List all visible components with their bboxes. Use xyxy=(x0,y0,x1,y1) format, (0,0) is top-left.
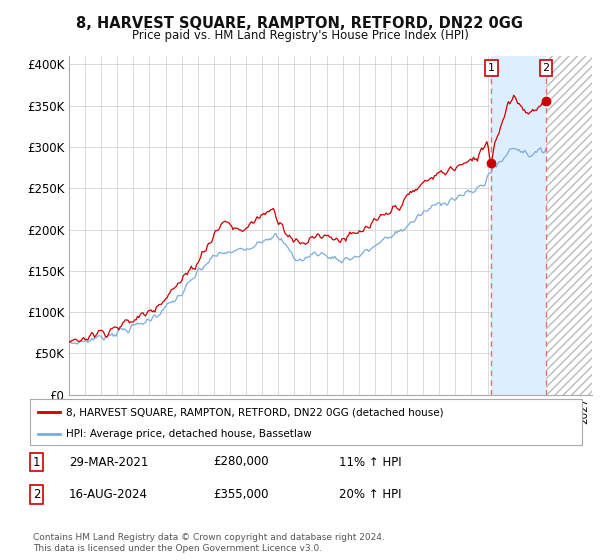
Bar xyxy=(546,56,592,395)
Text: 29-MAR-2021: 29-MAR-2021 xyxy=(69,455,148,469)
Text: 8, HARVEST SQUARE, RAMPTON, RETFORD, DN22 0GG (detached house): 8, HARVEST SQUARE, RAMPTON, RETFORD, DN2… xyxy=(66,407,443,417)
Text: £280,000: £280,000 xyxy=(213,455,269,469)
Text: 20% ↑ HPI: 20% ↑ HPI xyxy=(339,488,401,501)
Text: Price paid vs. HM Land Registry's House Price Index (HPI): Price paid vs. HM Land Registry's House … xyxy=(131,29,469,42)
FancyBboxPatch shape xyxy=(30,399,582,445)
Bar xyxy=(546,56,592,395)
Text: Contains HM Land Registry data © Crown copyright and database right 2024.
This d: Contains HM Land Registry data © Crown c… xyxy=(33,533,385,553)
Text: £355,000: £355,000 xyxy=(213,488,269,501)
Text: HPI: Average price, detached house, Bassetlaw: HPI: Average price, detached house, Bass… xyxy=(66,429,311,438)
Text: 11% ↑ HPI: 11% ↑ HPI xyxy=(339,455,401,469)
Text: 2: 2 xyxy=(33,488,41,501)
Bar xyxy=(491,56,546,395)
Text: 16-AUG-2024: 16-AUG-2024 xyxy=(69,488,148,501)
Text: 1: 1 xyxy=(488,63,495,73)
Text: 1: 1 xyxy=(33,455,41,469)
Text: 2: 2 xyxy=(542,63,550,73)
Text: 8, HARVEST SQUARE, RAMPTON, RETFORD, DN22 0GG: 8, HARVEST SQUARE, RAMPTON, RETFORD, DN2… xyxy=(77,16,523,31)
